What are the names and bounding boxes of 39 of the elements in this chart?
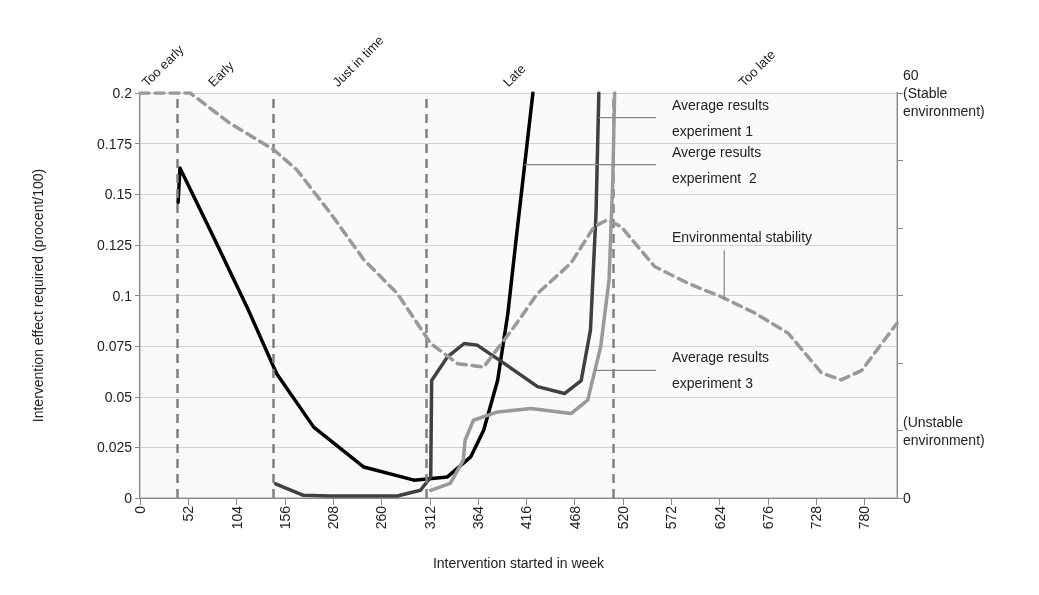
annotation: Average results experiment 1 [672,96,773,139]
x-tick-label: 676 [759,505,776,530]
annotation: Averge results experiment 2 [672,143,766,186]
x-tick-label: 0 [132,505,148,514]
x-tick-label: 364 [470,505,487,530]
y-tick-label: 0.05 [104,388,133,405]
x-tick-label: 312 [421,505,438,530]
y2-tick-label: (Unstable environment) [903,413,985,448]
y-tick-label: 0 [124,490,133,506]
y2-tick-label: 0 [903,490,911,506]
annotation: Average results experiment 3 [672,349,773,392]
y-tick-label: 0.075 [96,338,133,355]
x-tick-label: 572 [663,505,680,530]
x-axis-title: Intervention started in week [432,555,606,571]
y-tick-label: 0.125 [96,236,133,253]
band-label: Late [499,61,529,90]
y-axis-title: Intervention effect required (procent/100) [30,168,46,423]
x-tick-label: 728 [808,505,825,530]
y-tick-label: 0.025 [96,439,133,456]
y-tick-label: 0.175 [96,135,133,152]
x-tick-label: 260 [373,505,390,530]
band-label: Too late [735,46,779,90]
x-tick-label: 780 [856,505,873,530]
band-label: Just in time [329,32,387,90]
y-tick-label: 0.15 [104,186,133,203]
line-series [273,91,601,498]
x-tick-label: 468 [566,505,583,530]
x-tick-label: 52 [180,505,197,522]
y-tick-label: 0.2 [112,85,133,101]
line-series [176,91,535,482]
x-tick-label: 520 [614,505,631,530]
annotation: Environmental stability [672,229,813,246]
x-tick-label: 624 [711,505,728,530]
x-tick-label: 156 [276,505,293,530]
y-tick-label: 0.1 [112,287,133,304]
x-tick-label: 208 [325,505,342,530]
x-tick-label: 104 [228,505,245,530]
y2-tick-label: 60 (Stable environment) [903,67,985,119]
x-tick-label: 416 [518,505,535,530]
